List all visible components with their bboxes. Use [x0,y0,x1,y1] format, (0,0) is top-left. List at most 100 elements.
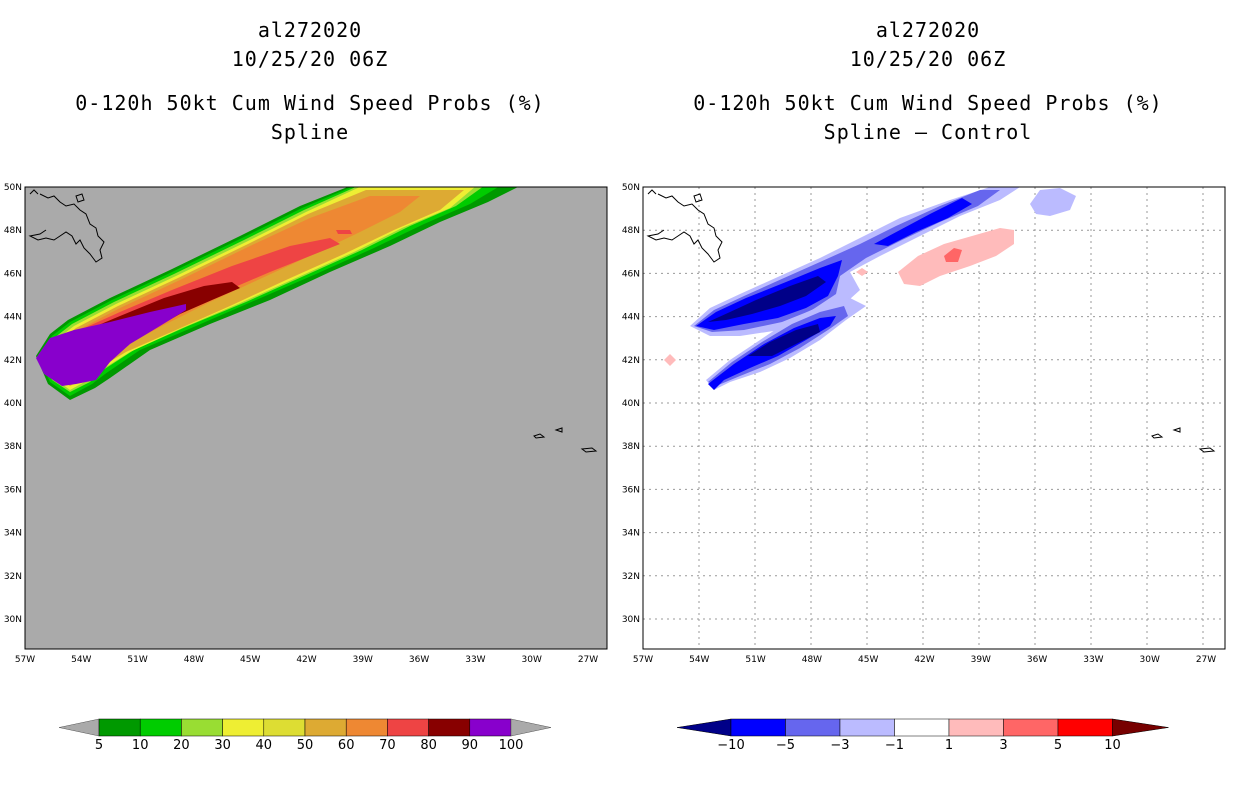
lon-tick-label: 42W [296,655,316,665]
left-axis-labels: 50N 48N 46N 44N 42N 40N 38N 36N 34N 32N 30N 57W 54W 5… [4,183,598,665]
lat-tick-label: 32N [622,572,640,582]
colorbar-segment [181,718,223,737]
coastline-left [28,189,598,453]
colorbar-segment [1057,718,1113,737]
colorbar-high-arrow [1112,718,1169,737]
colorbar-low-arrow [58,718,100,737]
right-product: 0-120h 50kt Cum Wind Speed Probs (%) [693,91,1163,115]
colorbar-label: 3 [999,738,1007,753]
lon-tick-label: 45W [858,655,878,665]
left-colorbar: 5 10 20 30 40 50 60 70 80 90 100 [58,718,552,753]
lat-tick-label: 30N [622,615,640,625]
lat-tick-label: 42N [4,356,22,366]
diff-pos-patch-mid [856,268,868,276]
lon-tick-label: 48W [802,655,822,665]
left-storm-id: al272020 [257,18,363,42]
prob-band-50 [44,190,464,386]
lat-tick-label: 36N [622,485,640,495]
lon-tick-label: 51W [127,655,147,665]
lat-tick-label: 40N [4,399,22,409]
colorbar-segment [469,718,512,737]
left-probability-swath [36,187,518,400]
right-method: Spline — Control [823,120,1033,144]
lon-tick-label: 39W [353,655,373,665]
colorbar-segment [139,718,182,737]
right-difference-field [664,187,1076,390]
left-product: 0-120h 50kt Cum Wind Speed Probs (%) [75,91,545,115]
lon-tick-label: 54W [689,655,709,665]
lon-tick-label: 36W [409,655,429,665]
diff-neg-blue-top [874,198,972,246]
lat-tick-label: 50N [622,183,640,193]
newfoundland-outline-left [28,189,105,263]
diff-neg-patch-ne [1030,188,1076,216]
lon-tick-label: 30W [522,655,542,665]
colorbar-label: 80 [420,738,437,753]
right-axis-labels: 50N 48N 46N 44N 42N 40N 38N 36N 34N 32N 30N 57W 54W 5… [622,183,1216,665]
right-datetime: 10/25/20 06Z [849,47,1007,71]
colorbar-segment [785,718,841,737]
colorbar-segment [345,718,388,737]
lat-tick-label: 30N [4,615,22,625]
right-colorbar: −10 −5 −3 −1 1 3 5 10 [676,718,1169,753]
lon-tick-label: 57W [633,655,653,665]
lat-tick-label: 48N [4,226,22,236]
colorbar-label: 30 [214,738,231,753]
colorbar-label: 1 [945,738,953,753]
lon-tick-label: 42W [914,655,934,665]
lat-tick-label: 44N [4,313,22,323]
lon-tick-label: 39W [971,655,991,665]
colorbar-label: −1 [885,738,904,753]
lat-tick-label: 46N [622,269,640,279]
prob-band-5 [36,187,518,400]
left-map [24,186,608,650]
lat-tick-label: 38N [622,442,640,452]
prob-blob-80 [336,230,352,234]
colorbar-segment [948,718,1004,737]
lon-tick-label: 57W [15,655,35,665]
left-title: al272020 10/25/20 06Z [10,16,610,74]
lat-tick-label: 40N [622,399,640,409]
right-storm-id: al272020 [875,18,981,42]
colorbar-label: 70 [379,738,396,753]
colorbar-segment [894,718,950,737]
azores-left [533,427,598,453]
lon-tick-label: 33W [465,655,485,665]
lat-tick-label: 46N [4,269,22,279]
left-method: Spline [270,120,350,144]
azores-right [1151,427,1216,453]
coastline-right [646,189,1216,453]
lat-tick-label: 48N [622,226,640,236]
colorbar-label: 20 [173,738,190,753]
diff-neg-navy-lower [748,324,820,356]
left-map-frame [24,186,608,650]
lat-tick-label: 34N [622,529,640,539]
lon-tick-label: 33W [1083,655,1103,665]
colorbar-segment [428,718,471,737]
prob-band-100 [36,304,186,386]
colorbar-label: 90 [462,738,479,753]
lon-tick-label: 54W [71,655,91,665]
lon-tick-label: 27W [578,655,598,665]
right-map-frame [642,186,1226,650]
colorbar-label: 100 [499,738,524,753]
right-map [642,186,1226,650]
colorbar-label: 10 [1104,738,1121,753]
left-datetime: 10/25/20 06Z [231,47,389,71]
colorbar-label: 5 [95,738,103,753]
lon-tick-label: 30W [1140,655,1160,665]
colorbar-label: −10 [717,738,744,753]
colorbar-label: 10 [132,738,149,753]
lat-tick-label: 42N [622,356,640,366]
colorbar-segment [263,718,306,737]
lat-tick-label: 34N [4,529,22,539]
lat-tick-label: 44N [622,313,640,323]
colorbar-high-arrow [510,718,552,737]
colorbar-segment [1003,718,1059,737]
lon-tick-label: 45W [240,655,260,665]
colorbar-label: −5 [776,738,795,753]
colorbar-segment [222,718,265,737]
diff-pos-patch-w [664,354,676,366]
right-subtitle: 0-120h 50kt Cum Wind Speed Probs (%) Spl… [628,89,1228,147]
